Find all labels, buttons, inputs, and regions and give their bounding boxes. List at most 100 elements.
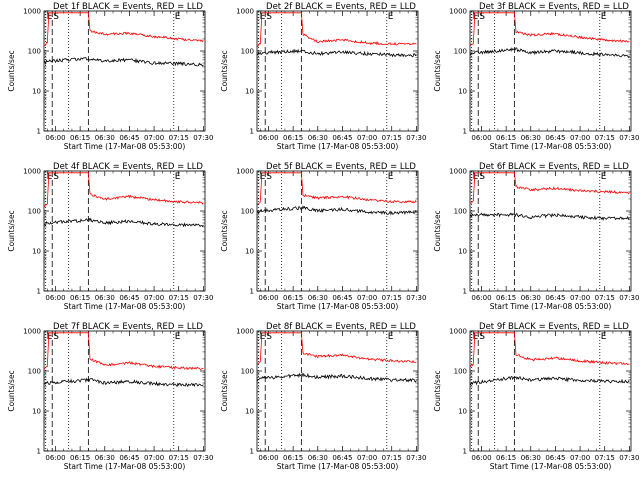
x-tick-label: 06:45 <box>545 134 565 142</box>
marker-label: S <box>266 172 272 182</box>
panel-chart: Det 5f BLACK = Events, RED = LLD 1 10 100 10… <box>220 162 426 311</box>
plot-frame <box>43 330 206 452</box>
y-tick-label: 1000 <box>449 328 467 336</box>
y-tick-label: 10 <box>32 248 41 256</box>
y-axis-label: Counts/sec <box>7 50 16 91</box>
x-tick-label: 07:30 <box>619 134 639 142</box>
y-tick-label: 10 <box>245 248 254 256</box>
x-tick-label: 06:45 <box>332 134 352 142</box>
y-axis-label: Counts/sec <box>220 370 229 411</box>
plot-frame <box>43 170 206 292</box>
x-tick-label: 07:00 <box>357 294 377 302</box>
marker-label: E <box>473 172 479 182</box>
marker-label: E <box>175 12 181 22</box>
events-series-line <box>257 372 417 383</box>
y-tick-label: 10 <box>32 408 41 416</box>
x-tick-label: 06:30 <box>95 134 115 142</box>
panel-title: Det 9f BLACK = Events, RED = LLD <box>479 322 629 332</box>
x-axis-label: Start Time (17-Mar-08 05:53:00) <box>277 142 399 151</box>
y-tick-label: 1 <box>463 128 467 136</box>
x-tick-label: 06:30 <box>521 134 541 142</box>
y-axis-label: Counts/sec <box>7 210 16 251</box>
panel-title: Det 6f BLACK = Events, RED = LLD <box>479 162 629 172</box>
x-tick-label: 07:30 <box>193 294 213 302</box>
detector-panel: Det 5f BLACK = Events, RED = LLD 1 10 100 10… <box>213 160 426 320</box>
y-tick-label: 100 <box>241 368 254 376</box>
x-tick-label: 06:00 <box>258 294 278 302</box>
x-tick-label: 06:30 <box>308 294 328 302</box>
marker-label: S <box>479 172 485 182</box>
x-tick-label: 06:00 <box>45 454 65 462</box>
x-tick-label: 07:00 <box>144 454 164 462</box>
marker-label: E <box>473 332 479 342</box>
x-tick-label: 06:30 <box>95 454 115 462</box>
events-series-line <box>257 48 417 58</box>
marker-label: E <box>175 332 181 342</box>
y-tick-label: 1 <box>250 448 254 456</box>
detector-panel: Det 8f BLACK = Events, RED = LLD 1 10 100 10… <box>213 320 426 480</box>
y-tick-label: 100 <box>454 208 467 216</box>
marker-label: E <box>601 172 607 182</box>
y-tick-label: 100 <box>241 48 254 56</box>
marker-label: S <box>53 332 59 342</box>
plot-frame <box>256 170 419 292</box>
lld-series-line <box>44 172 204 207</box>
marker-label: E <box>260 172 266 182</box>
y-tick-label: 100 <box>454 368 467 376</box>
events-series-line <box>470 375 630 386</box>
y-axis-label: Counts/sec <box>7 370 16 411</box>
y-tick-label: 10 <box>458 408 467 416</box>
x-tick-label: 06:30 <box>521 294 541 302</box>
y-tick-label: 10 <box>245 88 254 96</box>
x-tick-label: 06:00 <box>471 134 491 142</box>
x-tick-label: 06:45 <box>545 454 565 462</box>
panel-title: Det 5f BLACK = Events, RED = LLD <box>266 162 416 172</box>
panel-chart: Det 9f BLACK = Events, RED = LLD 1 10 100 10… <box>433 322 639 471</box>
y-tick-label: 1 <box>463 288 467 296</box>
x-tick-label: 06:00 <box>258 134 278 142</box>
plot-frame <box>43 10 206 132</box>
x-tick-label: 06:45 <box>119 134 139 142</box>
marker-label: E <box>260 12 266 22</box>
marker-label: E <box>260 332 266 342</box>
y-tick-label: 1000 <box>23 168 41 176</box>
panel-chart: Det 1f BLACK = Events, RED = LLD 1 10 100 10… <box>7 2 213 151</box>
x-tick-label: 06:45 <box>119 294 139 302</box>
marker-label: E <box>47 332 53 342</box>
x-tick-label: 07:15 <box>595 134 615 142</box>
panel-title: Det 2f BLACK = Events, RED = LLD <box>266 2 416 12</box>
x-tick-label: 06:15 <box>283 454 303 462</box>
y-tick-label: 1 <box>37 448 41 456</box>
x-tick-label: 07:00 <box>144 294 164 302</box>
x-tick-label: 06:30 <box>95 294 115 302</box>
x-tick-label: 07:00 <box>570 454 590 462</box>
plot-frame <box>256 10 419 132</box>
x-tick-label: 06:15 <box>283 294 303 302</box>
marker-label: E <box>388 172 394 182</box>
marker-label: E <box>47 12 53 22</box>
y-tick-label: 10 <box>458 88 467 96</box>
x-tick-label: 06:00 <box>45 134 65 142</box>
events-series-line <box>44 57 204 67</box>
y-tick-label: 100 <box>28 208 41 216</box>
marker-label: S <box>266 12 272 22</box>
panel-title: Det 1f BLACK = Events, RED = LLD <box>53 2 203 12</box>
panel-chart: Det 7f BLACK = Events, RED = LLD 1 10 100 10… <box>7 322 213 471</box>
x-tick-label: 06:30 <box>521 454 541 462</box>
x-tick-label: 06:30 <box>308 454 328 462</box>
x-tick-label: 07:30 <box>619 454 639 462</box>
detector-panel: Det 3f BLACK = Events, RED = LLD 1 10 100 10… <box>426 0 639 160</box>
x-axis-label: Start Time (17-Mar-08 05:53:00) <box>277 462 399 471</box>
events-series-line <box>44 217 204 228</box>
x-tick-label: 07:15 <box>169 134 189 142</box>
events-series-line <box>257 205 417 216</box>
marker-label: E <box>473 12 479 22</box>
x-tick-label: 06:00 <box>471 294 491 302</box>
events-series-line <box>470 47 630 59</box>
x-tick-label: 06:30 <box>308 134 328 142</box>
x-tick-label: 06:45 <box>119 454 139 462</box>
x-tick-label: 07:15 <box>595 454 615 462</box>
plot-frame <box>469 10 632 132</box>
x-tick-label: 07:30 <box>406 294 426 302</box>
